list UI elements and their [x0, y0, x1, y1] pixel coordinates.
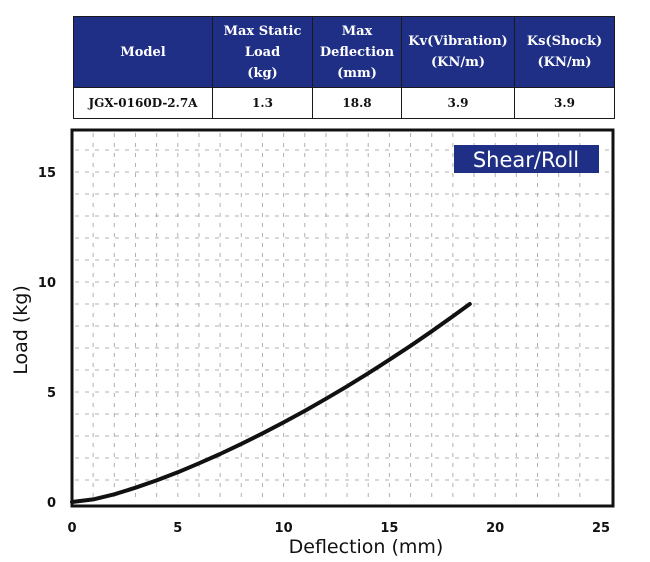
- x-tick-label: 20: [486, 521, 504, 536]
- y-tick-label: 10: [38, 276, 56, 291]
- y-tick-label: 15: [38, 166, 56, 181]
- grid: [75, 133, 610, 503]
- header-kv-vibration: Kv(Vibration) (KN/m): [401, 16, 515, 88]
- chart-title-badge: [454, 145, 599, 173]
- cell-kv: 3.9: [401, 87, 515, 119]
- header-ks-shock: Ks(Shock) (KN/m): [514, 16, 615, 88]
- plot-frame: [70, 128, 615, 508]
- series-line: [70, 302, 472, 504]
- x-tick-label: 15: [380, 521, 398, 536]
- y-tick-label: 5: [47, 386, 56, 401]
- x-tick-label: 25: [592, 521, 610, 536]
- spec-table: Model Max Static Load (kg) Max Deflectio…: [73, 16, 615, 119]
- cell-ks: 3.9: [514, 87, 615, 119]
- y-tick-label: 0: [47, 496, 56, 511]
- header-max-deflection: Max Deflection (mm): [312, 16, 402, 88]
- table-row: JGX-0160D-2.7A 1.3 18.8 3.9 3.9: [73, 87, 615, 119]
- y-axis-label: Load (kg): [10, 285, 32, 375]
- cell-model: JGX-0160D-2.7A: [73, 87, 213, 119]
- cell-max-static-load: 1.3: [212, 87, 313, 119]
- tick-labels: 0 5 10 15 20 25 0 5 10 15: [38, 166, 610, 536]
- x-tick-label: 0: [67, 521, 76, 536]
- x-tick-label: 10: [275, 521, 293, 536]
- x-tick-label: 5: [173, 521, 182, 536]
- header-model: Model: [73, 16, 213, 88]
- x-axis-label: Deflection (mm): [289, 536, 444, 558]
- cell-max-deflection: 18.8: [312, 87, 402, 119]
- chart-title: Shear/Roll: [473, 148, 579, 172]
- spec-header-row: Model Max Static Load (kg) Max Deflectio…: [73, 16, 615, 88]
- chart-marks: [70, 302, 472, 504]
